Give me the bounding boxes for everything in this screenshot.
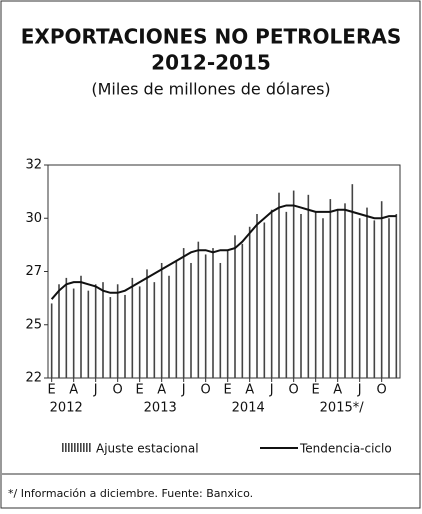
bar xyxy=(307,194,310,378)
x-tick-label: J xyxy=(93,383,98,398)
x-tick-label: O xyxy=(377,383,387,398)
bar xyxy=(190,262,192,378)
trend-line xyxy=(50,204,397,300)
bar xyxy=(256,213,258,378)
bar xyxy=(168,275,170,378)
footnote: */ Información a diciembre. Fuente: Banx… xyxy=(8,487,253,500)
x-tick-label: E xyxy=(136,383,144,398)
bar xyxy=(94,284,97,378)
bar xyxy=(219,262,222,378)
bar xyxy=(58,284,60,378)
legend-swatch xyxy=(74,443,76,452)
y-tick-label: 30 xyxy=(25,211,42,226)
bar xyxy=(278,192,280,378)
bar xyxy=(366,207,368,378)
x-tick-label: A xyxy=(245,383,254,398)
x-tick-label: E xyxy=(48,383,56,398)
bar xyxy=(109,297,112,378)
bar xyxy=(263,222,266,378)
y-tick-label: 22 xyxy=(25,371,42,386)
bar xyxy=(322,218,324,378)
legend-swatch xyxy=(71,443,73,452)
bar xyxy=(131,277,134,378)
unit-label: (Miles de millones de dólares) xyxy=(91,80,330,99)
legend-swatch xyxy=(77,443,79,452)
bar xyxy=(197,241,200,378)
plot-area xyxy=(47,164,401,379)
bar xyxy=(292,190,295,378)
x-tick-label: E xyxy=(312,383,320,398)
bar xyxy=(146,269,148,378)
legend-label: Ajuste estacional xyxy=(96,442,199,456)
bar xyxy=(175,260,178,378)
x-tick-label: J xyxy=(357,383,362,398)
chart-subtitle: 2012-2015 xyxy=(151,51,271,75)
x-tick-label: A xyxy=(333,383,342,398)
bar xyxy=(65,277,68,378)
bar xyxy=(329,199,332,378)
bar xyxy=(204,254,207,378)
legend-label: Tendencia-ciclo xyxy=(299,442,392,456)
bar xyxy=(138,286,141,378)
bar xyxy=(182,248,185,378)
bar xyxy=(388,218,390,378)
legend-swatch xyxy=(65,443,67,452)
bar xyxy=(248,226,251,378)
bar xyxy=(395,213,398,378)
bar xyxy=(358,218,361,378)
bar xyxy=(72,288,75,378)
bar xyxy=(50,303,53,378)
bar xyxy=(285,211,288,378)
legend-swatch xyxy=(68,443,70,452)
legend-swatch xyxy=(62,443,64,452)
x-tick-label: O xyxy=(201,383,211,398)
bar xyxy=(234,235,236,378)
x-tick-label: E xyxy=(224,383,232,398)
bar xyxy=(102,282,104,378)
year-label: 2012 xyxy=(50,401,83,416)
x-tick-label: J xyxy=(181,383,186,398)
y-tick-label: 25 xyxy=(25,317,42,332)
bar xyxy=(351,184,354,378)
bar xyxy=(314,211,317,378)
x-tick-label: O xyxy=(289,383,299,398)
year-label: 2013 xyxy=(144,401,177,416)
bar xyxy=(344,203,346,378)
bar xyxy=(160,262,163,378)
x-tick-label: A xyxy=(157,383,166,398)
bar xyxy=(87,290,90,378)
bar xyxy=(226,250,229,378)
y-tick-label: 32 xyxy=(25,158,42,173)
bar xyxy=(116,284,119,378)
bar xyxy=(212,248,214,378)
bar xyxy=(124,294,126,378)
bar xyxy=(241,243,244,378)
x-tick-label: O xyxy=(113,383,123,398)
x-tick-label: A xyxy=(69,383,78,398)
legend-swatch xyxy=(86,443,88,452)
year-label: 2014 xyxy=(232,401,265,416)
bar xyxy=(80,275,82,378)
x-tick-label: J xyxy=(269,383,274,398)
bar xyxy=(153,282,156,378)
legend-swatch xyxy=(83,443,85,452)
bar xyxy=(380,201,383,378)
chart-title: EXPORTACIONES NO PETROLERAS xyxy=(21,25,401,49)
year-label: 2015*/ xyxy=(320,401,365,416)
bar xyxy=(300,213,302,378)
bar xyxy=(373,220,376,378)
bar xyxy=(270,209,273,378)
y-tick-label: 27 xyxy=(25,264,42,279)
bar xyxy=(336,209,339,378)
legend-swatch xyxy=(89,443,91,452)
legend-swatch xyxy=(80,443,82,452)
